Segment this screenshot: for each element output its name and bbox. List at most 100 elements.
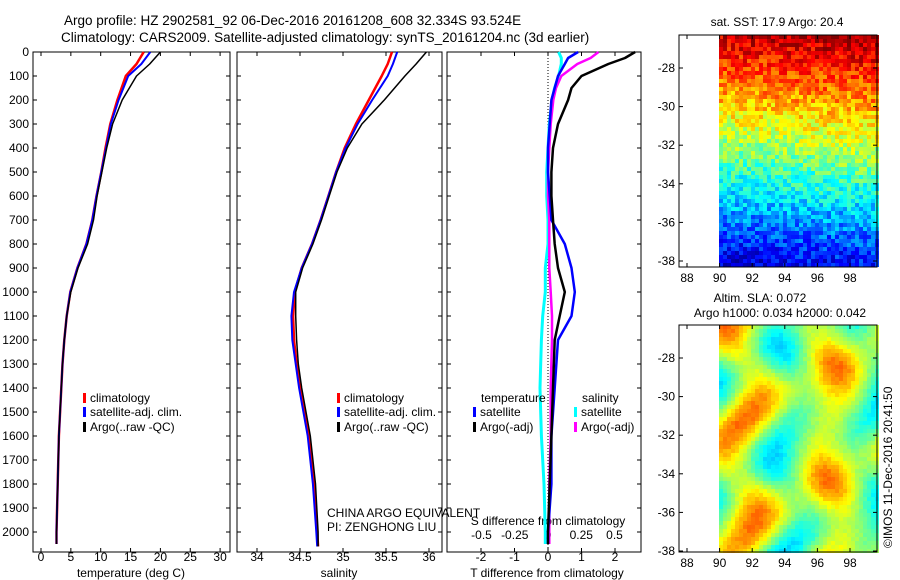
map-cell [787, 389, 791, 393]
map-cell [783, 119, 787, 123]
map-cell [795, 191, 799, 195]
map-cell [791, 183, 795, 187]
map-cell [843, 477, 847, 481]
map-cell [819, 171, 823, 175]
map-cell [771, 425, 775, 429]
map-cell [831, 529, 835, 533]
map-cell [719, 349, 723, 353]
map-cell [719, 219, 723, 223]
map-cell [863, 43, 867, 47]
map-cell [791, 87, 795, 91]
map-cell [851, 429, 855, 433]
map-cell [727, 373, 731, 377]
map-cell [859, 445, 863, 449]
map-cell [751, 231, 755, 235]
map-cell [847, 207, 851, 211]
map-cell [839, 477, 843, 481]
y-tick-label: 100 [9, 69, 29, 83]
map-cell [835, 119, 839, 123]
map-cell [851, 537, 855, 541]
map-cell [863, 429, 867, 433]
map-cell [839, 469, 843, 473]
map-cell [759, 453, 763, 457]
map-cell [723, 457, 727, 461]
map-cell [827, 361, 831, 365]
map-cell [815, 449, 819, 453]
map-cell [859, 99, 863, 103]
map-cell [827, 425, 831, 429]
map-cell [871, 103, 875, 107]
map-cell [755, 251, 759, 255]
map-cell [779, 385, 783, 389]
map-cell [799, 47, 803, 51]
map-cell [719, 449, 723, 453]
map-cell [847, 529, 851, 533]
map-cell [823, 199, 827, 203]
map-cell [751, 349, 755, 353]
map-cell [827, 59, 831, 63]
map-cell [823, 413, 827, 417]
map-cell [803, 35, 807, 39]
map-cell [811, 235, 815, 239]
map-cell [783, 167, 787, 171]
map-cell [759, 341, 763, 345]
map-cell [867, 345, 871, 349]
map-cell [723, 183, 727, 187]
map-cell [727, 91, 731, 95]
map-cell [871, 131, 875, 135]
map-cell [775, 329, 779, 333]
map-cell [871, 195, 875, 199]
map-cell [735, 83, 739, 87]
map-cell [759, 357, 763, 361]
map-cell [839, 39, 843, 43]
map-cell [751, 247, 755, 251]
map-cell [735, 505, 739, 509]
map-cell [831, 537, 835, 541]
map-cell [763, 485, 767, 489]
map-cell [775, 457, 779, 461]
map-cell [731, 341, 735, 345]
map-cell [747, 477, 751, 481]
map-cell [779, 513, 783, 517]
map-cell [859, 263, 863, 267]
map-cell [763, 255, 767, 259]
map-cell [807, 397, 811, 401]
map-cell [807, 91, 811, 95]
map-cell [847, 51, 851, 55]
map-cell [831, 47, 835, 51]
map-cell [779, 405, 783, 409]
map-cell [783, 497, 787, 501]
map-cell [851, 191, 855, 195]
map-cell [735, 369, 739, 373]
map-cell [735, 259, 739, 263]
map-cell [811, 103, 815, 107]
map-cell [779, 59, 783, 63]
map-cell [735, 243, 739, 247]
map-cell [763, 449, 767, 453]
map-cell [863, 51, 867, 55]
map-cell [759, 43, 763, 47]
map-cell [791, 425, 795, 429]
map-cell [871, 325, 875, 329]
map-cell [799, 401, 803, 405]
map-cell [727, 35, 731, 39]
map-cell [855, 63, 859, 67]
map-cell [819, 211, 823, 215]
map-cell [771, 361, 775, 365]
map-cell [723, 513, 727, 517]
map-cell [747, 195, 751, 199]
map-cell [835, 183, 839, 187]
map-cell [807, 513, 811, 517]
map-cell [871, 477, 875, 481]
map-cell [771, 465, 775, 469]
map-cell [719, 135, 723, 139]
map-cell [739, 183, 743, 187]
argo-line [294, 51, 427, 547]
map-cell [775, 393, 779, 397]
map-cell [755, 183, 759, 187]
map-cell [739, 401, 743, 405]
map-cell [731, 243, 735, 247]
map-cell [863, 91, 867, 95]
map-cell [855, 111, 859, 115]
map-cell [771, 517, 775, 521]
